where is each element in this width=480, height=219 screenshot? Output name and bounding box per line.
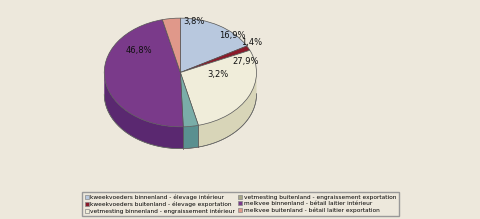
Text: 1,4%: 1,4% <box>240 37 261 47</box>
Wedge shape <box>180 72 198 127</box>
Text: 3,2%: 3,2% <box>206 70 228 79</box>
Wedge shape <box>180 46 249 72</box>
Polygon shape <box>198 72 256 147</box>
Text: 3,8%: 3,8% <box>183 18 204 26</box>
Wedge shape <box>180 50 256 125</box>
Wedge shape <box>104 20 183 127</box>
Polygon shape <box>183 125 198 148</box>
Text: 27,9%: 27,9% <box>232 57 259 66</box>
Text: 16,9%: 16,9% <box>218 31 245 40</box>
Text: 46,8%: 46,8% <box>125 46 152 55</box>
Legend: kweekvoeders binnenland - élevage intérieur, kweekvoeders buitenland - élevage e: kweekvoeders binnenland - élevage intéri… <box>82 192 398 216</box>
Wedge shape <box>180 18 246 72</box>
Wedge shape <box>162 18 180 72</box>
Polygon shape <box>104 74 183 148</box>
